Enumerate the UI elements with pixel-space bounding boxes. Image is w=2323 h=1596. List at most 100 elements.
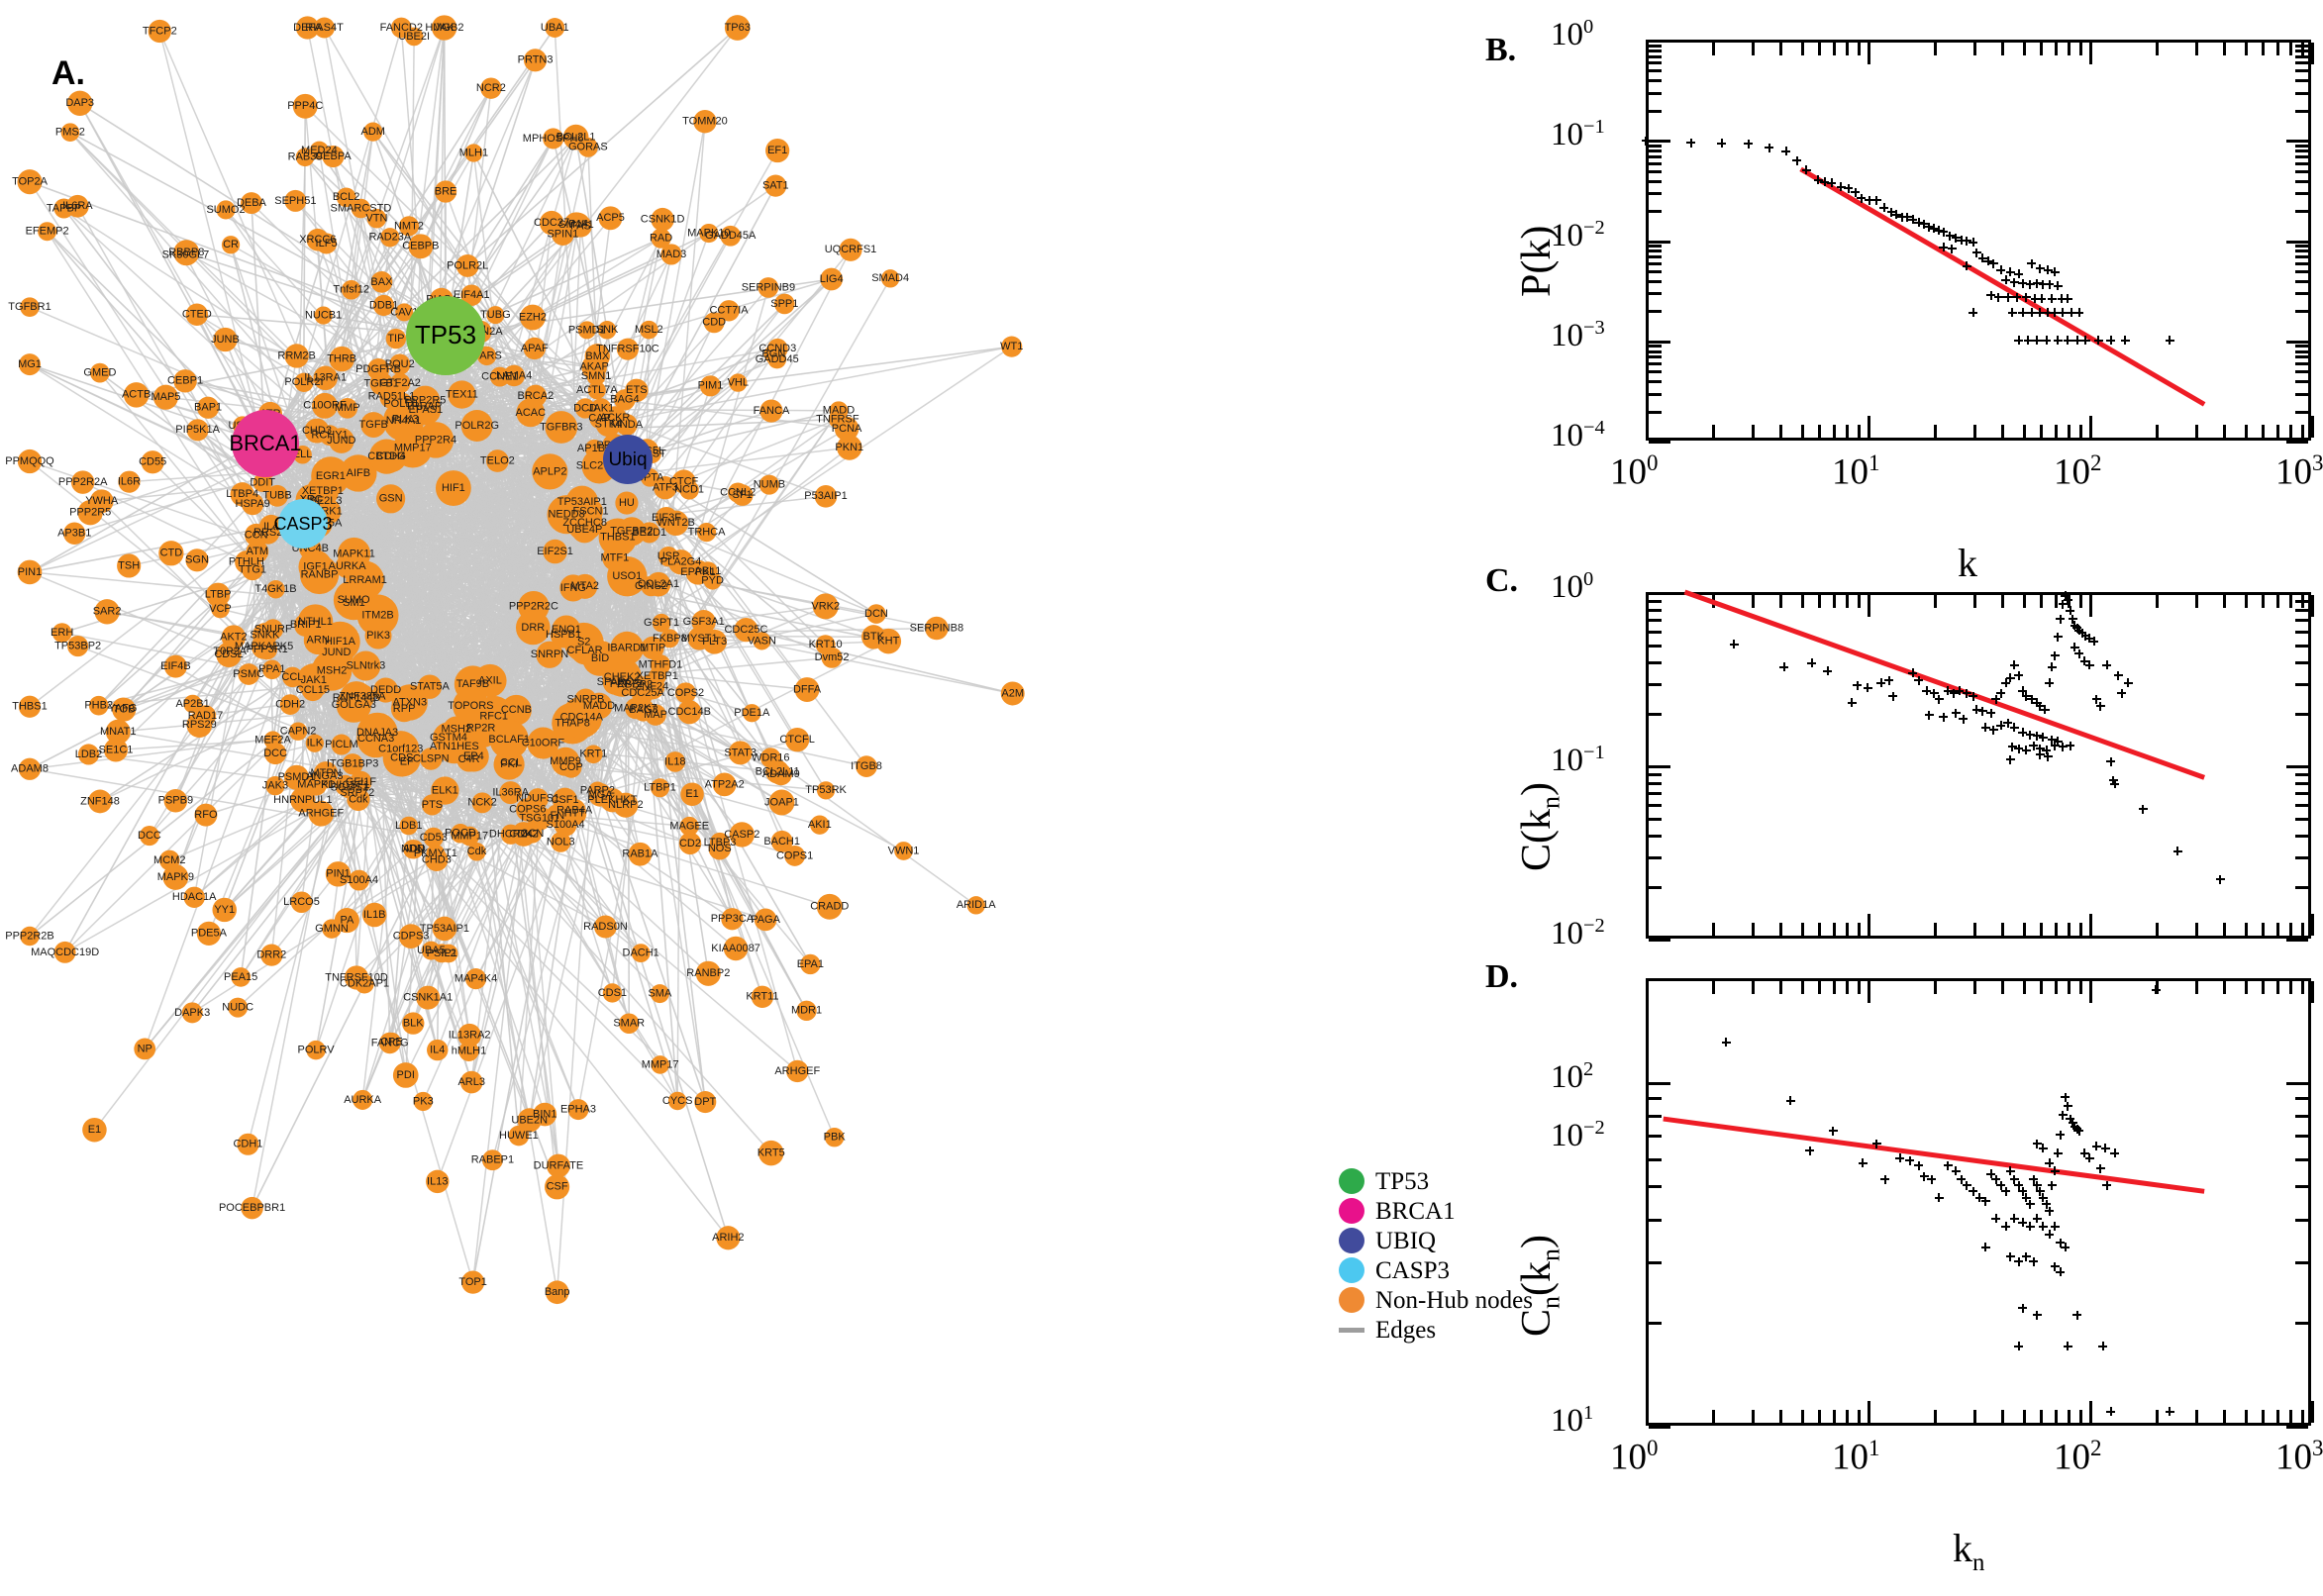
network-node[interactable]	[693, 110, 717, 134]
network-node[interactable]	[602, 983, 623, 1003]
network-node[interactable]	[221, 625, 247, 649]
network-node[interactable]	[925, 616, 949, 641]
network-node[interactable]	[185, 303, 209, 326]
network-node[interactable]	[764, 174, 787, 197]
network-node[interactable]	[768, 789, 795, 816]
network-node[interactable]	[18, 695, 42, 718]
network-node[interactable]	[152, 384, 178, 410]
network-node[interactable]	[60, 123, 80, 143]
network-node[interactable]	[458, 1041, 479, 1061]
network-node[interactable]	[18, 757, 42, 780]
network-node[interactable]	[185, 549, 209, 572]
network-node[interactable]	[431, 15, 457, 41]
network-node[interactable]	[347, 787, 370, 812]
network-node[interactable]	[1001, 336, 1023, 357]
network-node[interactable]	[574, 398, 596, 419]
network-node[interactable]	[356, 594, 399, 637]
network-node[interactable]	[183, 886, 205, 908]
network-node[interactable]	[349, 869, 370, 891]
network-node[interactable]	[88, 695, 109, 716]
network-node[interactable]	[284, 344, 309, 368]
network-node[interactable]	[17, 169, 43, 195]
network-node[interactable]	[583, 745, 603, 764]
network-node[interactable]	[763, 344, 784, 364]
network-node[interactable]	[342, 753, 363, 775]
network-node[interactable]	[753, 632, 771, 650]
network-node[interactable]	[894, 842, 913, 860]
network-node[interactable]	[820, 267, 844, 291]
network-node[interactable]	[361, 902, 387, 928]
network-node[interactable]	[655, 506, 678, 530]
network-node[interactable]	[372, 294, 395, 317]
network-node[interactable]	[148, 19, 171, 44]
network-node[interactable]	[341, 279, 361, 300]
network-node[interactable]	[89, 489, 114, 514]
network-node[interactable]	[598, 206, 623, 231]
network-node[interactable]	[228, 997, 249, 1018]
network-node[interactable]	[816, 781, 836, 800]
network-node[interactable]	[559, 574, 587, 602]
network-node[interactable]	[314, 306, 333, 325]
network-node[interactable]	[312, 392, 338, 419]
network-node[interactable]	[459, 826, 480, 847]
network-node[interactable]	[426, 844, 446, 863]
network-node[interactable]	[158, 541, 184, 566]
network-node[interactable]	[308, 800, 335, 827]
network-node[interactable]	[368, 439, 405, 474]
network-node[interactable]	[734, 618, 758, 643]
network-node[interactable]	[70, 470, 95, 494]
network-node[interactable]	[812, 593, 839, 620]
network-node[interactable]	[186, 712, 213, 739]
network-node[interactable]	[856, 755, 877, 777]
network-node[interactable]	[532, 453, 568, 490]
network-node[interactable]	[360, 412, 387, 438]
network-node[interactable]	[284, 189, 307, 212]
network-node[interactable]	[680, 782, 704, 806]
network-node[interactable]	[17, 559, 43, 585]
network-node[interactable]	[296, 663, 331, 698]
network-node[interactable]	[480, 77, 502, 99]
network-node[interactable]	[266, 484, 288, 507]
network-node[interactable]	[837, 435, 862, 460]
network-node[interactable]	[162, 864, 189, 890]
network-node[interactable]	[582, 640, 619, 676]
network-node[interactable]	[720, 225, 742, 247]
network-node[interactable]	[785, 727, 810, 752]
network-node[interactable]	[417, 422, 454, 458]
network-node[interactable]	[421, 794, 444, 816]
network-node[interactable]	[786, 1059, 809, 1083]
network-node[interactable]	[103, 738, 129, 762]
network-node[interactable]	[335, 554, 359, 579]
network-node[interactable]	[20, 926, 40, 947]
network-node[interactable]	[460, 284, 482, 306]
network-node[interactable]	[875, 628, 902, 654]
network-node[interactable]	[398, 924, 424, 948]
network-node[interactable]	[448, 380, 476, 409]
network-node[interactable]	[399, 816, 419, 836]
network-node[interactable]	[283, 764, 310, 790]
network-node[interactable]	[652, 613, 671, 633]
network-node[interactable]	[260, 944, 283, 966]
network-node[interactable]	[290, 787, 316, 813]
network-node[interactable]	[616, 338, 639, 360]
network-node[interactable]	[800, 953, 821, 975]
network-node[interactable]	[615, 491, 639, 515]
network-node[interactable]	[311, 456, 351, 496]
network-node[interactable]	[828, 410, 847, 429]
network-node[interactable]	[381, 1032, 402, 1052]
network-node[interactable]	[17, 449, 43, 474]
network-node[interactable]	[353, 1089, 373, 1110]
network-node[interactable]	[336, 687, 372, 723]
network-node[interactable]	[695, 960, 721, 986]
network-node[interactable]	[105, 719, 131, 745]
network-node[interactable]	[366, 208, 387, 229]
network-node[interactable]	[703, 571, 722, 590]
network-node[interactable]	[453, 687, 489, 725]
network-node[interactable]	[328, 428, 354, 453]
network-node[interactable]	[186, 419, 209, 442]
network-node[interactable]	[306, 1040, 326, 1060]
network-node[interactable]	[460, 409, 493, 442]
network-node[interactable]	[759, 399, 783, 423]
network-node[interactable]	[499, 781, 523, 805]
network-node[interactable]	[53, 941, 76, 963]
